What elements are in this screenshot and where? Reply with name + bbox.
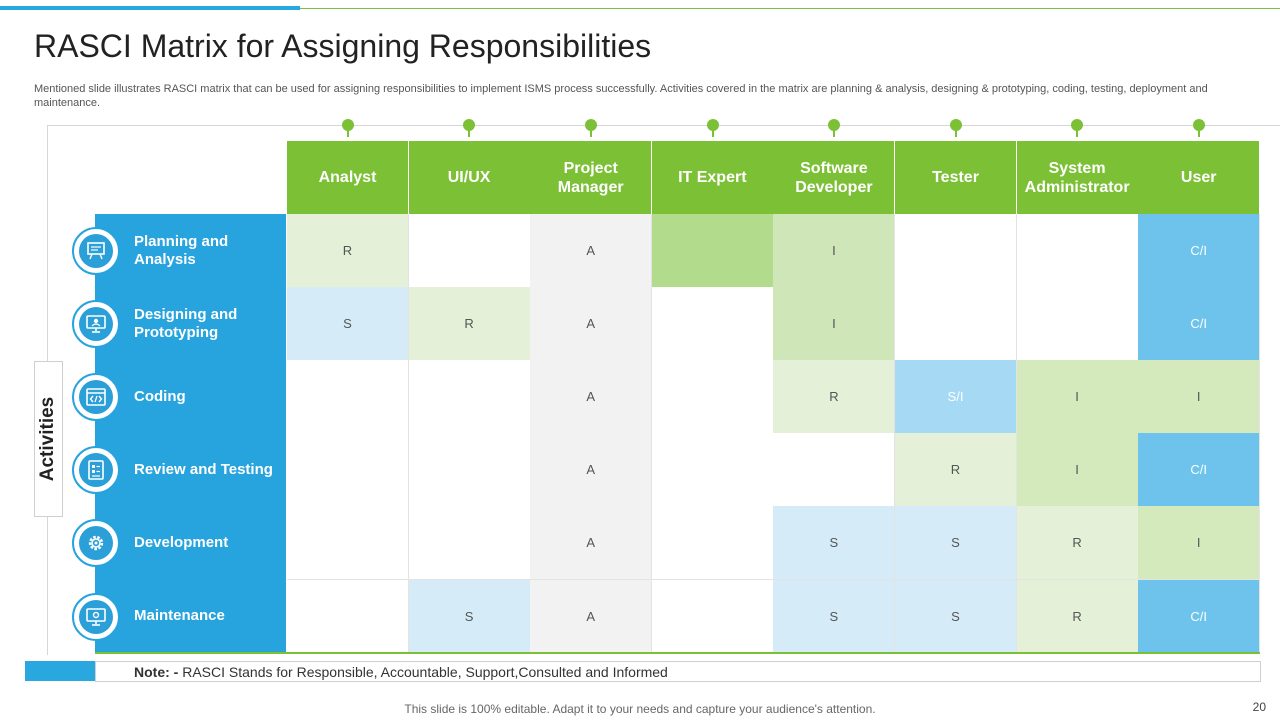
matrix-cell: C/I xyxy=(1138,214,1261,288)
matrix-cell: R xyxy=(1016,506,1139,581)
matrix-cell: S xyxy=(773,506,896,581)
activities-box xyxy=(34,361,63,517)
test-checklist-icon xyxy=(72,446,120,495)
matrix-cell: S xyxy=(408,579,531,654)
matrix-cell: R xyxy=(408,287,531,362)
column-pin-icon xyxy=(584,119,598,137)
matrix-cell: I xyxy=(1138,506,1261,581)
activities-panel xyxy=(95,214,286,653)
matrix-cell xyxy=(287,433,409,508)
activity-label: Maintenance xyxy=(134,607,225,624)
matrix-cell: I xyxy=(773,214,896,288)
column-pin-icon xyxy=(949,119,963,137)
matrix-cell: R xyxy=(895,433,1017,508)
activity-label: Coding xyxy=(134,387,186,405)
column-pin-icon xyxy=(1192,119,1206,137)
column-header: Tester xyxy=(895,141,1017,214)
matrix-cell xyxy=(651,433,774,508)
matrix-cell: A xyxy=(530,214,653,288)
column-pin-icon xyxy=(706,119,720,137)
matrix-cell xyxy=(651,360,774,435)
column-header: User xyxy=(1138,141,1261,214)
page-title: RASCI Matrix for Assigning Responsibilit… xyxy=(34,28,652,64)
matrix-cell: C/I xyxy=(1138,433,1261,508)
monitor-settings-icon xyxy=(72,592,120,641)
matrix-cell: R xyxy=(1016,579,1139,654)
column-header: Analyst xyxy=(287,141,409,214)
matrix-cell xyxy=(895,287,1017,362)
matrix-cell xyxy=(408,506,531,581)
note-body: RASCI Stands for Responsible, Accountabl… xyxy=(178,664,668,680)
grid-bottom-line xyxy=(95,652,1260,654)
matrix-cell xyxy=(651,579,774,654)
note-text: Note: - RASCI Stands for Responsible, Ac… xyxy=(134,664,668,680)
matrix-cell xyxy=(408,214,531,288)
matrix-cell xyxy=(287,579,409,654)
column-header: IT Expert xyxy=(651,141,774,214)
activity-label: Development xyxy=(134,533,229,551)
design-monitor-icon xyxy=(72,300,120,349)
presentation-board-icon xyxy=(72,227,120,275)
matrix-cell xyxy=(651,214,774,288)
matrix-cell: S xyxy=(895,506,1017,581)
column-pin-icon xyxy=(1070,119,1084,137)
activity-label: Designing and Prototyping xyxy=(134,305,238,341)
matrix-cell: A xyxy=(530,433,653,508)
note-box: Note: - RASCI Stands for Responsible, Ac… xyxy=(95,661,1261,682)
activities-label: Activities xyxy=(37,396,58,482)
column-header: Software Developer xyxy=(773,141,896,214)
matrix-cell: A xyxy=(530,579,653,654)
frame-top-line xyxy=(47,125,1280,126)
matrix-cell xyxy=(651,506,774,581)
matrix-cell: S xyxy=(287,287,409,362)
matrix-cell xyxy=(1016,287,1139,362)
column-pin-icon xyxy=(462,119,476,137)
column-header: System Administrator xyxy=(1016,141,1139,214)
matrix-cell: S/I xyxy=(895,360,1017,435)
matrix-cell: A xyxy=(530,506,653,581)
matrix-cell: S xyxy=(773,579,896,654)
top-rule xyxy=(300,8,1280,9)
footer-text: This slide is 100% editable. Adapt it to… xyxy=(404,702,876,716)
matrix-cell: S xyxy=(895,579,1017,654)
page-number: 20 xyxy=(1252,700,1266,714)
page-subtitle: Mentioned slide illustrates RASCI matrix… xyxy=(34,83,1208,109)
matrix-cell: R xyxy=(287,214,409,288)
matrix-cell xyxy=(287,360,409,435)
note-prefix: Note: - xyxy=(134,664,179,680)
matrix-cell: I xyxy=(1138,360,1261,435)
matrix-cell xyxy=(408,360,531,435)
matrix-cell xyxy=(895,214,1017,288)
top-accent-bar xyxy=(0,6,300,10)
code-window-icon xyxy=(72,373,120,422)
column-pin-icon xyxy=(827,119,841,137)
matrix-cell: A xyxy=(530,287,653,362)
matrix-cell: R xyxy=(773,360,896,435)
matrix-cell: I xyxy=(1016,360,1139,435)
matrix-cell: I xyxy=(1016,433,1139,508)
activity-label: Review and Testing xyxy=(134,460,273,478)
matrix-cell xyxy=(773,433,896,508)
matrix-cell xyxy=(651,287,774,362)
column-pin-icon xyxy=(341,119,355,137)
column-header: UI/UX xyxy=(408,141,531,214)
matrix-cell: A xyxy=(530,360,653,435)
note-accent xyxy=(25,661,95,681)
activity-label: Planning and Analysis xyxy=(134,232,229,268)
matrix-cell xyxy=(408,433,531,508)
matrix-cell: C/I xyxy=(1138,579,1261,654)
column-header: Project Manager xyxy=(530,141,653,214)
matrix-cell xyxy=(1016,214,1139,288)
matrix-cell: I xyxy=(773,287,896,362)
matrix-cell xyxy=(287,506,409,581)
gear-icon xyxy=(72,519,120,568)
matrix-cell: C/I xyxy=(1138,287,1261,362)
